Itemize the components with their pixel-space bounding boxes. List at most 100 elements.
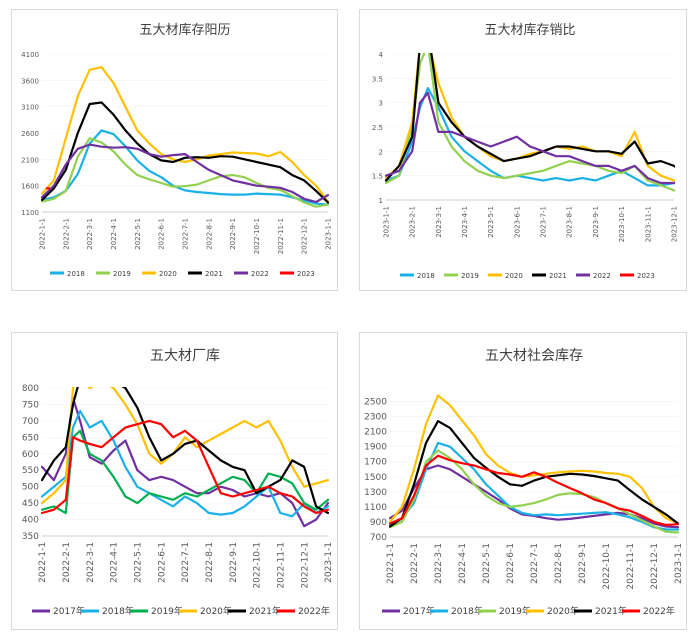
series-line-2019年: [389, 449, 679, 534]
x-tick-label: 2022-1-1: [386, 543, 396, 584]
y-tick-label: 750: [22, 400, 39, 410]
y-tick-label: 2500: [364, 398, 387, 408]
series-line-2020: [41, 66, 329, 203]
series-line-2018: [385, 86, 675, 187]
y-tick-label: 1700: [364, 458, 387, 468]
legend-label: 2020年: [547, 605, 579, 617]
x-tick-label: 2022-10-1: [602, 543, 612, 590]
legend-label: 2019年: [151, 605, 183, 617]
x-tick-label: 2023-4-1: [461, 206, 469, 238]
legend-label: 2021: [205, 270, 223, 278]
legend-label: 2021: [549, 272, 567, 280]
y-tick-label: 450: [22, 499, 39, 509]
x-tick-label: 2022-5-1: [133, 542, 143, 583]
x-tick-label: 2022-11-1: [276, 542, 286, 589]
x-tick-label: 2022-1-1: [38, 218, 46, 250]
series-line-2021年: [389, 419, 679, 528]
legend-label: 2017年: [403, 605, 435, 617]
y-tick-label: 600: [22, 450, 39, 460]
legend-label: 2017年: [53, 605, 85, 617]
x-tick-label: 2022-4-1: [110, 542, 120, 583]
series-line-2019年: [41, 429, 329, 515]
x-tick-label: 2022-9-1: [578, 543, 588, 584]
legend-label: 2021年: [249, 605, 281, 617]
x-tick-label: 2023-2-1: [409, 206, 417, 238]
y-tick-label: 700: [370, 533, 387, 543]
x-tick-label: 2022-3-1: [86, 218, 94, 250]
x-tick-label: 2022-4-1: [458, 543, 468, 584]
series-line-2018: [41, 129, 329, 206]
x-tick-label: 2023-1-1: [324, 542, 334, 583]
y-tick-label: 2300: [364, 413, 387, 423]
x-tick-label: 2022-12-1: [301, 218, 309, 254]
chart-panel-social-inventory: 五大材社会库存 700 900 1100 1300 1500 1700 1900 2100 230…: [359, 332, 687, 630]
x-tick-label: 2022-4-1: [110, 218, 118, 250]
series-line-2022: [41, 143, 329, 204]
chart-panel-inventory-calendar: 五大材库存阳历 1100 1600 2100 2600 3100 3600 4100 2022-…: [11, 9, 338, 291]
series-line-2020年: [41, 387, 329, 505]
legend-label: 2020: [159, 270, 177, 278]
x-tick-label: 2022-2-1: [62, 218, 70, 250]
series-line-2019: [41, 137, 329, 208]
legend-label: 2021年: [595, 605, 627, 617]
legend-label: 2022: [593, 272, 611, 280]
chart-title: 五大材厂库: [150, 348, 220, 364]
series-line-2022年: [389, 454, 679, 527]
x-tick-label: 2023-9-1: [592, 206, 600, 238]
x-tick-label: 2023-6-1: [513, 206, 521, 238]
y-tick-label: 2100: [364, 428, 387, 438]
y-tick-label: 350: [22, 532, 39, 542]
y-tick-label: 3.5: [372, 75, 383, 83]
x-tick-label: 2022-3-1: [434, 543, 444, 584]
x-tick-label: 2022-10-1: [253, 542, 263, 589]
x-tick-label: 2022-7-1: [181, 542, 191, 583]
chart-panel-inventory-sales-ratio: 五大材库存销比 1 1.5 2 2.5 3 3.5 4 2023-1-1 2023-2-1 2023…: [359, 9, 687, 291]
x-tick-label: 2022-12-1: [650, 543, 660, 590]
series-line-2022年: [41, 419, 329, 515]
x-tick-label: 2022-11-1: [277, 218, 285, 254]
y-tick-label: 400: [22, 516, 39, 526]
chart-title: 五大材库存阳历: [139, 22, 230, 38]
legend-label: 2018: [417, 272, 435, 280]
legend-label: 2018年: [451, 605, 483, 617]
x-tick-label: 2022-8-1: [205, 542, 215, 583]
legend-label: 2019: [113, 270, 131, 278]
x-tick-label: 2022-2-1: [62, 542, 72, 583]
series-line-2021: [385, 53, 675, 182]
y-tick-label: 3100: [21, 104, 39, 112]
chart-inventory-sales-ratio: 五大材库存销比 1 1.5 2 2.5 3 3.5 4 2023-1-1 2023-2-1 2023…: [372, 22, 679, 280]
y-tick-label: 900: [370, 518, 387, 528]
series-line-2021: [41, 101, 329, 204]
x-tick-label: 2022-2-1: [410, 543, 420, 584]
x-tick-label: 2023-10-1: [618, 206, 626, 242]
y-tick-label: 4: [379, 51, 384, 59]
y-tick-label: 1.5: [372, 173, 383, 181]
legend-label: 2023: [297, 270, 315, 278]
series-line-2018年: [41, 409, 329, 518]
x-tick-label: 2022-9-1: [229, 218, 237, 250]
legend-label: 2022年: [643, 605, 675, 617]
x-tick-label: 2023-1-1: [674, 543, 684, 584]
y-tick-label: 2: [379, 148, 383, 156]
y-tick-label: 1100: [21, 209, 39, 217]
chart-title: 五大材库存销比: [484, 22, 575, 38]
x-tick-label: 2023-5-1: [487, 206, 495, 238]
series-line-2022: [385, 91, 675, 185]
legend-label: 2018年: [102, 605, 134, 617]
y-tick-label: 2.5: [372, 124, 383, 132]
chart-social-inventory: 五大材社会库存 700 900 1100 1300 1500 1700 1900 2100 230…: [364, 348, 684, 617]
legend-label: 2023: [637, 272, 655, 280]
x-tick-label: 2022-5-1: [134, 218, 142, 250]
legend-label: 2022年: [298, 605, 330, 617]
chart-title: 五大材社会库存: [485, 348, 583, 364]
legend-label: 2020: [505, 272, 523, 280]
x-tick-label: 2022-8-1: [554, 543, 564, 584]
x-tick-label: 2023-7-1: [540, 206, 548, 238]
series-line-2020年: [389, 394, 679, 525]
series-line-2018年: [389, 441, 679, 531]
series-line-2019: [385, 53, 675, 192]
chart-panel-factory-inventory: 五大材厂库 350 400 450 500 550 600 650 700 750 800 2022-…: [11, 332, 338, 630]
y-tick-label: 1500: [364, 473, 387, 483]
x-tick-label: 2022-9-1: [229, 542, 239, 583]
x-tick-label: 2023-11-1: [644, 206, 652, 242]
